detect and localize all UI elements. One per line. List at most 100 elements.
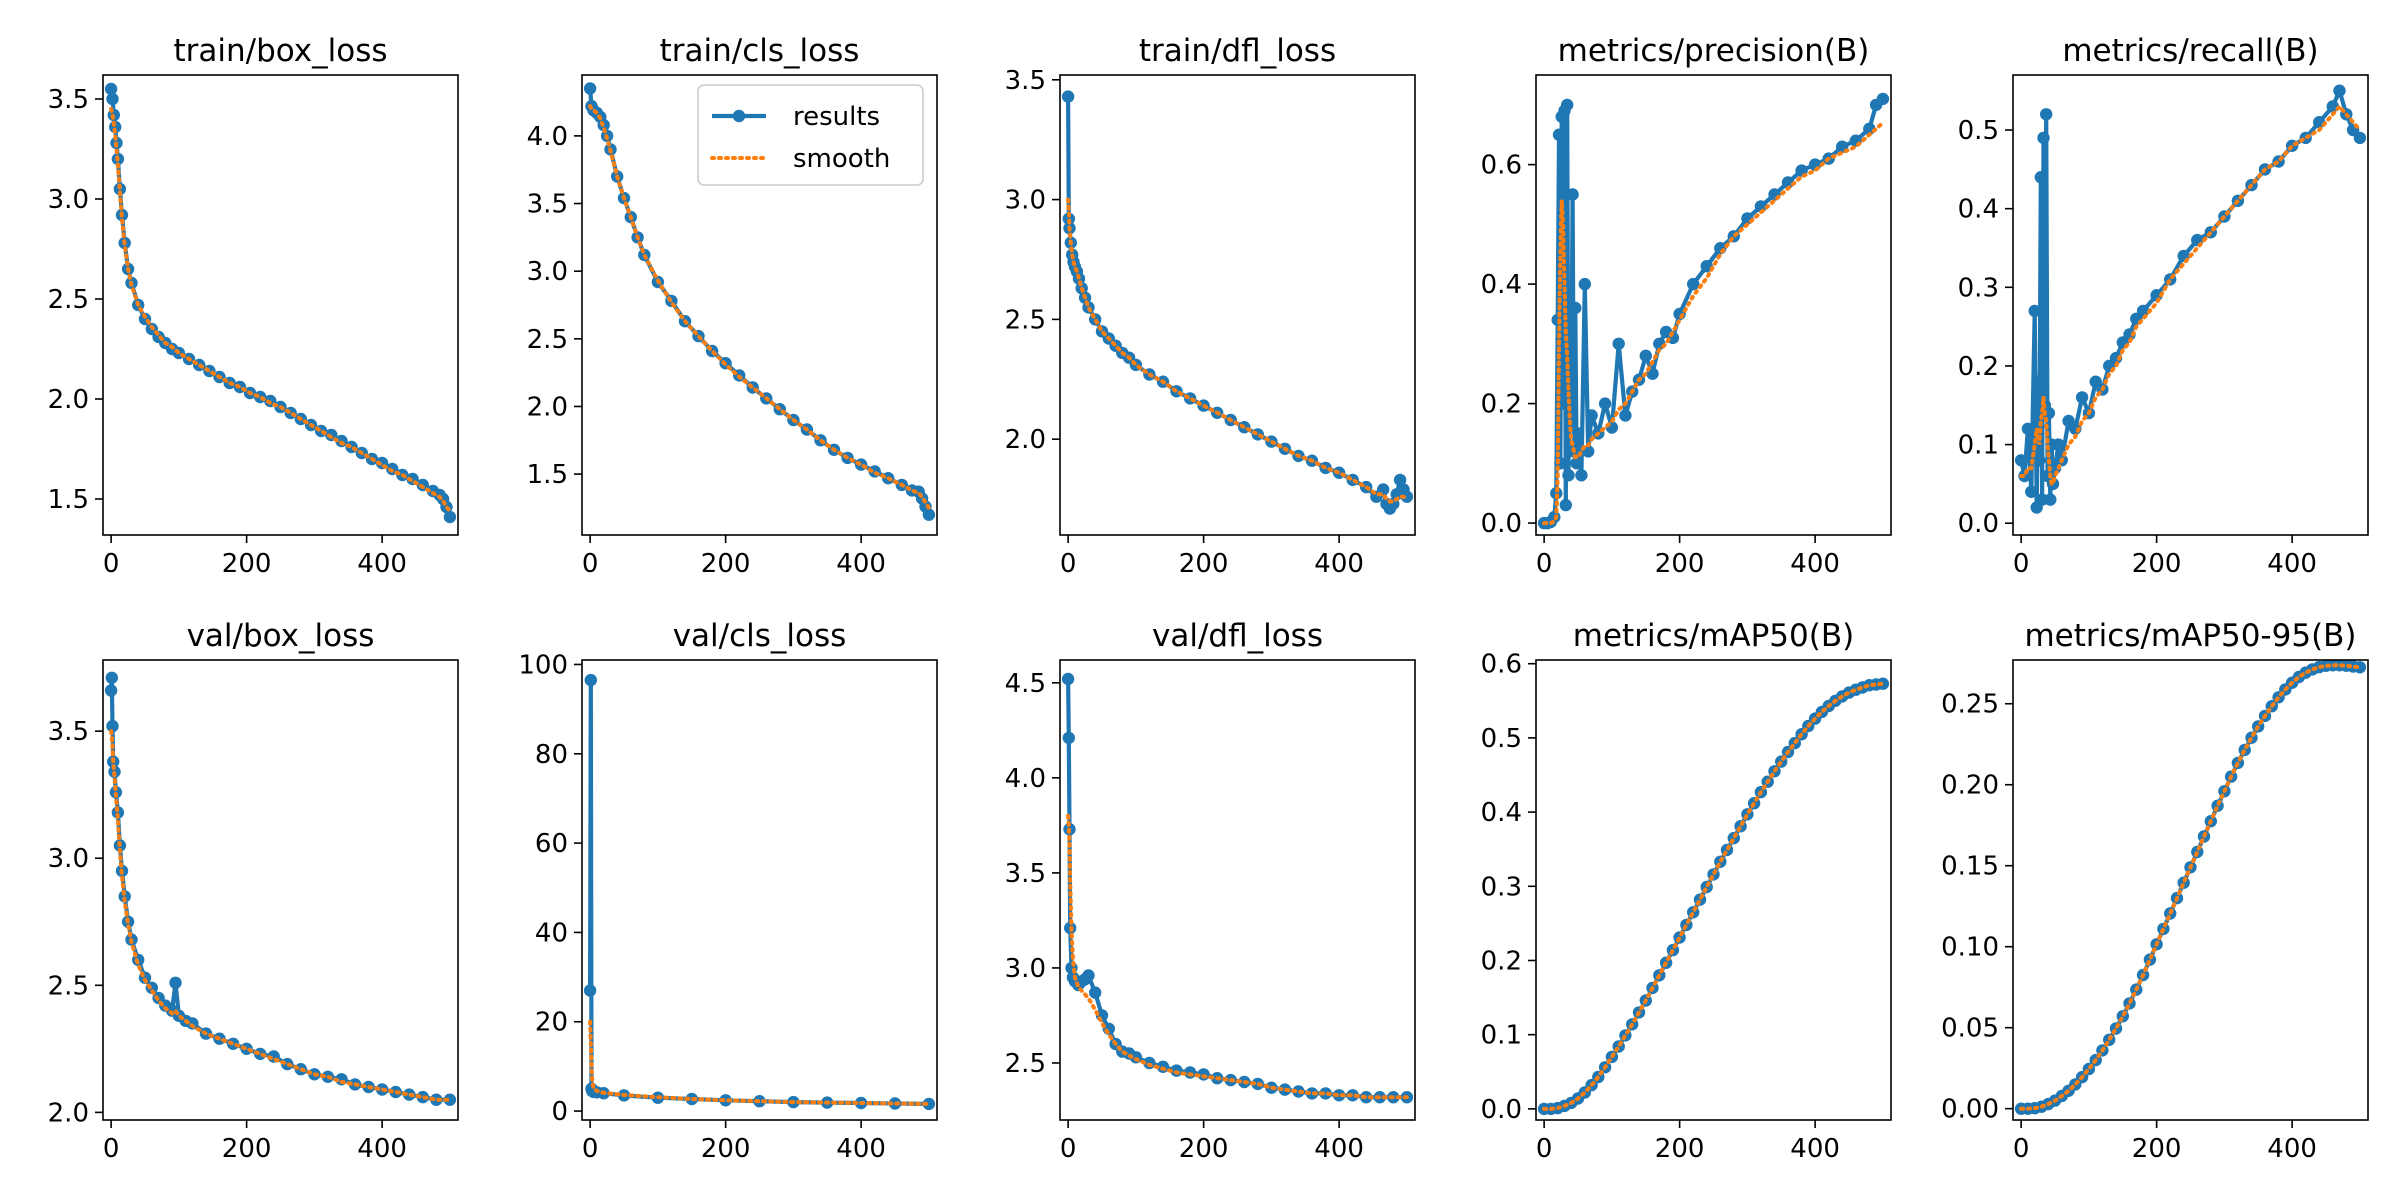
smooth-line	[1542, 681, 1885, 1111]
y-tick-label: 0	[551, 1097, 568, 1127]
y-tick-label: 20	[535, 1008, 568, 1038]
results-point	[2040, 108, 2053, 121]
axes-frame	[102, 659, 459, 1121]
x-tick-label: 400	[2267, 1134, 2317, 1164]
results-point	[1693, 893, 1707, 906]
results-point	[443, 1093, 457, 1106]
y-tick-label: 2.0	[527, 392, 568, 422]
results-point	[2025, 485, 2038, 498]
axes-frame	[1059, 659, 1416, 1121]
legend-results-marker	[732, 109, 746, 123]
x-tick-label: 200	[701, 1134, 751, 1164]
series-group	[1061, 90, 1414, 515]
results-point	[1569, 301, 1582, 315]
legend-results-label: results	[793, 102, 880, 132]
y-tick-label: 4.5	[1005, 669, 1046, 699]
chart-title: val/box_loss	[187, 618, 375, 654]
y-tick-label: 0.0	[1481, 1095, 1522, 1125]
y-tick-label: 1.5	[527, 460, 568, 490]
y-tick-label: 1.5	[48, 485, 89, 515]
results-point	[1876, 92, 1890, 106]
y-tick-label: 3.0	[48, 185, 89, 215]
results-point	[1781, 176, 1795, 189]
axes-frame	[581, 74, 938, 536]
axes-frame	[102, 74, 459, 536]
y-tick-label: 2.0	[1005, 425, 1046, 455]
series-group	[1061, 672, 1414, 1104]
results-point	[1183, 392, 1197, 405]
results-point	[2109, 351, 2123, 365]
y-tick-label: 0.10	[1941, 933, 1999, 963]
y-tick-label: 3.0	[1005, 186, 1046, 216]
y-tick-label: 0.1	[1481, 1021, 1522, 1051]
series-group	[2014, 660, 2367, 1115]
results-point	[922, 508, 936, 521]
smooth-line	[1066, 197, 1409, 504]
x-tick-label: 400	[1790, 1134, 1840, 1164]
chart-title: metrics/precision(B)	[1558, 33, 1870, 69]
x-tick-label: 200	[1179, 549, 1229, 579]
y-tick-label: 0.1	[1958, 431, 1999, 461]
x-tick-label: 0	[582, 549, 599, 579]
results-point	[583, 984, 597, 997]
x-tick-label: 200	[1179, 1134, 1229, 1164]
chart-title: metrics/mAP50(B)	[1573, 618, 1854, 654]
results-point	[1559, 498, 1573, 512]
results-point	[2033, 454, 2046, 467]
results-point	[1570, 457, 1583, 470]
y-tick-label: 3.5	[527, 190, 568, 220]
x-tick-label: 200	[1655, 549, 1705, 579]
y-tick-label: 0.05	[1941, 1014, 1999, 1044]
results-point	[106, 92, 119, 106]
axes-frame	[2012, 659, 2369, 1121]
results-point	[583, 82, 597, 95]
results-point	[1566, 188, 1579, 201]
results-point	[1332, 1089, 1346, 1102]
chart-panel-5: metrics/recall(B) 0 200 400 0.0 0.1 0.2 0.3 0.4 0…	[1958, 33, 2369, 579]
chart-panel-9: metrics/mAP50(B) 0 200 400 0.0 0.1 0.2 0.3 0.4 0.…	[1481, 618, 1892, 1164]
y-tick-label: 0.0	[1481, 509, 1522, 539]
x-tick-label: 400	[836, 549, 886, 579]
smooth-line	[2019, 663, 2362, 1111]
y-tick-label: 0.3	[1958, 273, 1999, 303]
results-point	[1639, 349, 1653, 362]
axes-frame	[1535, 74, 1892, 536]
y-tick-label: 3.0	[48, 844, 89, 874]
chart-title: train/box_loss	[173, 33, 387, 69]
chart-title: train/dfl_loss	[1139, 33, 1336, 69]
y-tick-label: 100	[518, 650, 568, 680]
results-point	[2034, 171, 2048, 184]
chart-panel-3: train/dfl_loss 0 200 400 2.0 2.5 3.0 3.5	[1005, 33, 1416, 579]
y-tick-label: 0.5	[1958, 116, 1999, 146]
x-tick-label: 200	[1655, 1134, 1705, 1164]
y-tick-label: 3.0	[1005, 954, 1046, 984]
results-point	[2353, 661, 2367, 674]
chart-title: val/cls_loss	[673, 618, 847, 654]
legend-smooth-label: smooth	[793, 144, 890, 174]
results-point	[2116, 1010, 2129, 1023]
results-point	[1571, 427, 1585, 440]
x-tick-label: 400	[357, 1134, 407, 1164]
y-tick-label: 0.0	[1958, 509, 1999, 539]
results-point	[2021, 422, 2035, 435]
results-point	[1598, 397, 1612, 410]
y-tick-label: 0.6	[1481, 151, 1522, 181]
results-point	[719, 1094, 732, 1107]
results-point	[2075, 391, 2089, 404]
y-tick-label: 0.4	[1481, 270, 1522, 300]
x-tick-label: 0	[103, 549, 120, 579]
results-point	[1550, 487, 1563, 500]
series-group	[104, 671, 457, 1106]
y-tick-label: 0.20	[1941, 771, 1999, 801]
series-group	[1537, 92, 1890, 530]
chart-panel-10: metrics/mAP50-95(B) 0 200 400 0.00 0.05 0.10 0.…	[1941, 618, 2369, 1164]
x-tick-label: 400	[2267, 549, 2317, 579]
y-tick-label: 2.5	[527, 325, 568, 355]
results-point	[1619, 409, 1632, 422]
results-point	[443, 510, 457, 524]
y-tick-label: 0.4	[1481, 798, 1522, 828]
y-tick-label: 3.5	[1005, 859, 1046, 889]
results-point	[111, 806, 125, 819]
x-tick-label: 200	[2132, 549, 2182, 579]
